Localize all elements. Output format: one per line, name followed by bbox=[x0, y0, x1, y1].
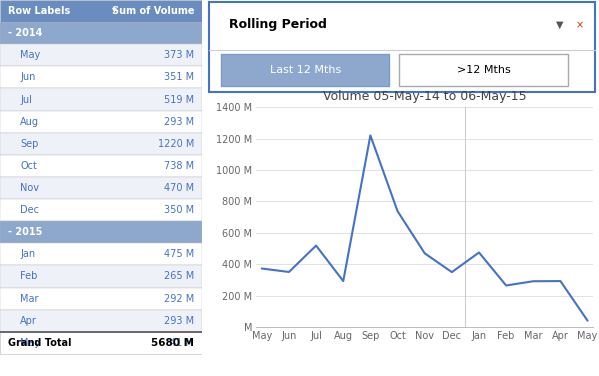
Bar bbox=[400, 54, 567, 86]
Text: 292 M: 292 M bbox=[164, 294, 194, 303]
Bar bbox=[0, 66, 202, 88]
Text: 475 M: 475 M bbox=[164, 249, 194, 259]
Text: 41 M: 41 M bbox=[171, 338, 194, 348]
Bar bbox=[0, 177, 202, 199]
Text: 519 M: 519 M bbox=[164, 94, 194, 105]
Bar bbox=[0, 44, 202, 66]
Text: 293 M: 293 M bbox=[164, 117, 194, 127]
Text: Row Labels: Row Labels bbox=[8, 6, 70, 16]
Text: Nov: Nov bbox=[20, 183, 40, 193]
Text: Grand Total: Grand Total bbox=[8, 338, 72, 348]
Title: Volume 05-May-14 to 06-May-15: Volume 05-May-14 to 06-May-15 bbox=[323, 90, 527, 103]
Text: - 2015: - 2015 bbox=[8, 227, 43, 237]
Bar bbox=[221, 54, 389, 86]
Text: 265 M: 265 M bbox=[164, 271, 194, 282]
Text: 373 M: 373 M bbox=[164, 50, 194, 60]
Text: ×: × bbox=[575, 20, 583, 30]
Text: Last 12 Mths: Last 12 Mths bbox=[270, 65, 341, 75]
Text: 351 M: 351 M bbox=[164, 73, 194, 82]
Bar bbox=[0, 88, 202, 111]
Text: Jan: Jan bbox=[20, 249, 35, 259]
Bar bbox=[0, 288, 202, 310]
Bar bbox=[0, 310, 202, 332]
Text: 1220 M: 1220 M bbox=[158, 139, 194, 149]
Bar bbox=[105, 3, 126, 19]
Text: 5680 M: 5680 M bbox=[152, 338, 194, 348]
Text: ▼: ▼ bbox=[556, 20, 564, 30]
Bar bbox=[0, 265, 202, 288]
Text: May: May bbox=[20, 50, 41, 60]
Bar bbox=[0, 332, 202, 354]
Bar bbox=[0, 155, 202, 177]
Text: Sep: Sep bbox=[20, 139, 38, 149]
Text: 350 M: 350 M bbox=[164, 205, 194, 215]
Text: Jul: Jul bbox=[20, 94, 32, 105]
Text: Dec: Dec bbox=[20, 205, 40, 215]
Text: Sum of Volume: Sum of Volume bbox=[112, 6, 194, 16]
Text: Rolling Period: Rolling Period bbox=[229, 18, 327, 32]
Bar bbox=[0, 22, 202, 44]
Bar bbox=[0, 111, 202, 133]
Text: - 2014: - 2014 bbox=[8, 28, 43, 38]
Text: 293 M: 293 M bbox=[164, 316, 194, 326]
Text: 470 M: 470 M bbox=[164, 183, 194, 193]
Bar bbox=[0, 199, 202, 221]
Bar bbox=[0, 0, 202, 22]
Text: Aug: Aug bbox=[20, 117, 40, 127]
Bar bbox=[0, 221, 202, 243]
Text: >12 Mths: >12 Mths bbox=[456, 65, 510, 75]
Bar bbox=[0, 133, 202, 155]
Text: Oct: Oct bbox=[20, 161, 37, 171]
Bar bbox=[0, 332, 202, 354]
Text: ▼: ▼ bbox=[112, 9, 117, 14]
Bar bbox=[0, 243, 202, 265]
Text: May: May bbox=[20, 338, 41, 348]
Text: Feb: Feb bbox=[20, 271, 38, 282]
Text: Mar: Mar bbox=[20, 294, 39, 303]
Text: Jun: Jun bbox=[20, 73, 35, 82]
Text: Apr: Apr bbox=[20, 316, 37, 326]
Text: 738 M: 738 M bbox=[164, 161, 194, 171]
